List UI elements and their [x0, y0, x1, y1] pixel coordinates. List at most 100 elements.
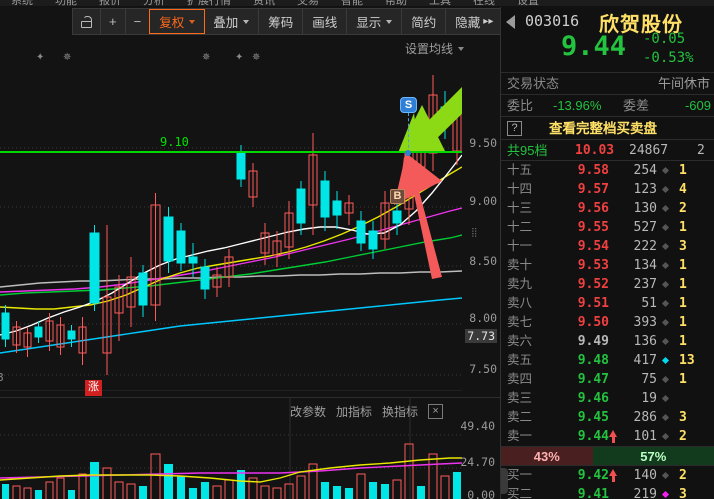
level-volume: 101: [633, 429, 657, 444]
ask-row[interactable]: 卖八 9.51 51 1: [501, 294, 714, 313]
level-label: 买二: [507, 487, 533, 499]
menu-item[interactable]: 帮助: [385, 0, 407, 7]
add-indicator-button[interactable]: 加指标: [336, 405, 373, 419]
drawline-button[interactable]: 画线: [303, 9, 348, 34]
full-order-book-label[interactable]: 查看完整档买卖盘: [549, 121, 657, 136]
sell-marker-stem: [408, 113, 409, 153]
ask-row[interactable]: 十四 9.57 123 4: [501, 180, 714, 199]
ask-row[interactable]: 十一 9.54 222 3: [501, 237, 714, 256]
ask-row[interactable]: 十五 9.58 254 1: [501, 161, 714, 180]
level-dot-icon: [661, 223, 670, 232]
bid-list[interactable]: 买一 9.42 140 2 买二 9.41 219 3: [501, 466, 714, 499]
zoom-out-button[interactable]: −: [125, 9, 151, 34]
help-icon[interactable]: ?: [507, 121, 522, 136]
menu-item[interactable]: 功能: [55, 0, 77, 7]
event-marker-row[interactable]: ✦ ✵ ✵ ✦ ✵: [0, 51, 460, 65]
level-volume: 136: [633, 334, 657, 349]
level-price: 9.47: [577, 372, 609, 387]
main-menu-bar[interactable]: 系统 功能 报价 分析 扩展行情 资讯 交易 智能 帮助 工具 在线 设置: [0, 0, 714, 7]
hide-button[interactable]: 隐藏 ▸▸: [446, 9, 504, 34]
price-change: -0.05: [643, 31, 686, 47]
ask-row[interactable]: 十三 9.56 130 2: [501, 199, 714, 218]
level-dot-icon: [661, 413, 670, 422]
level-dot-icon: [661, 318, 670, 327]
event-marker-icon[interactable]: ✦: [235, 52, 244, 63]
menu-item[interactable]: 交易: [297, 0, 319, 7]
lock-button[interactable]: [73, 9, 101, 34]
level-dot-icon: [661, 337, 670, 346]
ask-row[interactable]: 十二 9.55 527 1: [501, 218, 714, 237]
overlay-dropdown[interactable]: 叠加: [204, 9, 260, 34]
menu-item[interactable]: 扩展行情: [187, 0, 231, 7]
chips-button[interactable]: 筹码: [259, 9, 304, 34]
indicator-axis: 49.40 24.70 0.00: [454, 398, 498, 499]
bid-row[interactable]: 买一 9.42 140 2: [501, 466, 714, 485]
menu-item[interactable]: 在线: [473, 0, 495, 7]
bid-row[interactable]: 买二 9.41 219 3: [501, 485, 714, 499]
ask-row-best[interactable]: 卖一 9.44 101 2: [501, 427, 714, 446]
ask-row[interactable]: 卖三 9.46 19: [501, 389, 714, 408]
menu-item[interactable]: 设置: [517, 0, 539, 7]
ask-row[interactable]: 卖六 9.49 136 1: [501, 332, 714, 351]
menu-item[interactable]: 分析: [143, 0, 165, 7]
sell-marker[interactable]: S: [400, 97, 417, 113]
price-tick: 8.00: [469, 311, 497, 325]
level-volume: 134: [633, 258, 657, 273]
level-dot-icon: [661, 185, 670, 194]
weibi-value: -13.96%: [553, 98, 602, 113]
menu-item[interactable]: 报价: [99, 0, 121, 7]
close-icon[interactable]: ×: [428, 404, 444, 419]
scroll-grip[interactable]: [501, 468, 508, 494]
ask-row[interactable]: 卖五 9.48 417 13: [501, 351, 714, 370]
alert-price-line: [0, 151, 462, 153]
set-ma-dropdown[interactable]: 设置均线: [405, 40, 464, 57]
cut-axis-label: 8: [0, 371, 4, 384]
price-plot[interactable]: [0, 35, 462, 391]
menu-item[interactable]: 资讯: [253, 0, 275, 7]
menu-item[interactable]: 系统: [11, 0, 33, 7]
price-change-pct: -0.53%: [643, 50, 694, 66]
order-book-list[interactable]: 十五 9.58 254 1 十四 9.57 123 4 十三 9.56 130 …: [501, 161, 714, 446]
event-marker-icon[interactable]: ✦: [36, 52, 45, 63]
event-marker-icon[interactable]: ✵: [63, 52, 72, 63]
candlestick-chart[interactable]: 设置均线 ✦ ✵ ✵ ✦ ✵: [0, 35, 500, 499]
volume-bars[interactable]: [0, 398, 462, 499]
zoom-in-button[interactable]: +: [101, 9, 126, 34]
double-chevron-right-icon: ▸▸: [483, 16, 494, 27]
level-dot-icon: [661, 490, 670, 499]
ask-row[interactable]: 卖九 9.52 237 1: [501, 275, 714, 294]
full-order-book-link[interactable]: ? 查看完整档买卖盘: [501, 117, 714, 140]
price-tick: 9.50: [469, 136, 497, 150]
ask-row[interactable]: 卖四 9.47 75 1: [501, 370, 714, 389]
ask-row[interactable]: 卖十 9.53 134 1: [501, 256, 714, 275]
chart-toolbar[interactable]: + − 复权 叠加 筹码 画线 显示 简约 隐藏 ▸▸: [72, 8, 534, 35]
buy-marker[interactable]: B: [390, 189, 405, 204]
change-params-button[interactable]: 改参数: [290, 405, 327, 419]
level-price: 9.42: [577, 468, 609, 483]
level-dot-icon: [661, 432, 670, 441]
level-label: 卖六: [507, 334, 533, 348]
event-marker-icon[interactable]: ✵: [252, 52, 261, 63]
buy-sell-ratio-bar: 43% 57%: [501, 446, 714, 466]
ask-row[interactable]: 卖二 9.45 286 3: [501, 408, 714, 427]
indicator-toolbar[interactable]: 改参数 加指标 换指标 ×: [290, 403, 444, 420]
display-dropdown[interactable]: 显示: [347, 9, 403, 34]
level-label: 卖五: [507, 353, 533, 367]
menu-item[interactable]: 工具: [429, 0, 451, 7]
menu-item[interactable]: 智能: [341, 0, 363, 7]
back-arrow-icon[interactable]: [506, 15, 515, 29]
event-marker-icon[interactable]: ✵: [202, 52, 211, 63]
simple-button[interactable]: 简约: [402, 9, 447, 34]
indicator-tick: 24.70: [460, 455, 495, 469]
price-tick: 8.50: [469, 254, 497, 268]
resize-grip[interactable]: ⣿: [471, 227, 478, 237]
level-price: 9.53: [577, 258, 609, 273]
stock-name: 欣贺股份: [599, 14, 683, 36]
price-up-arrow-icon: [609, 430, 617, 443]
fuquan-dropdown[interactable]: 复权: [149, 9, 206, 34]
chevron-down-icon: [243, 19, 250, 24]
volume-indicator-panel[interactable]: 涨 改参数 加指标 换指标 ×: [0, 380, 500, 499]
level-extra: 13: [679, 353, 695, 368]
ask-row[interactable]: 卖七 9.50 393 1: [501, 313, 714, 332]
switch-indicator-button[interactable]: 换指标: [382, 405, 419, 419]
